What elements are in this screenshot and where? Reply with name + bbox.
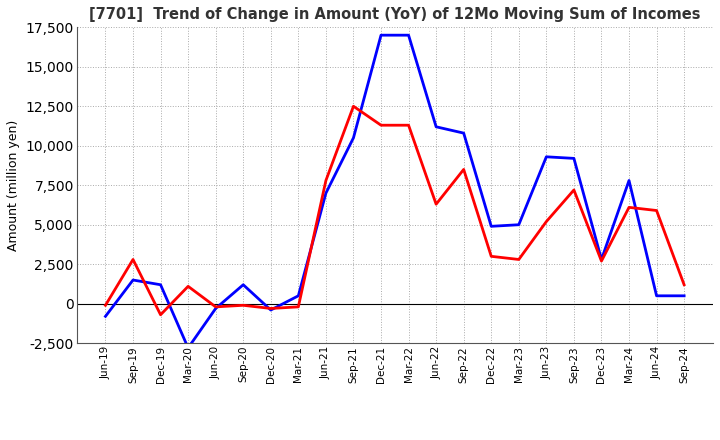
Ordinary Income — [322, 191, 330, 196]
Y-axis label: Amount (million yen): Amount (million yen) — [7, 120, 20, 251]
Net Income — [349, 103, 358, 109]
Net Income — [597, 258, 606, 264]
Ordinary Income — [542, 154, 551, 159]
Ordinary Income — [459, 131, 468, 136]
Ordinary Income — [515, 222, 523, 227]
Net Income — [487, 254, 495, 259]
Ordinary Income — [129, 277, 138, 282]
Net Income — [542, 219, 551, 224]
Net Income — [404, 123, 413, 128]
Net Income — [322, 178, 330, 183]
Ordinary Income — [156, 282, 165, 287]
Net Income — [101, 303, 109, 308]
Net Income — [652, 208, 661, 213]
Ordinary Income — [349, 135, 358, 140]
Net Income — [294, 304, 302, 309]
Ordinary Income — [294, 293, 302, 298]
Net Income — [266, 306, 275, 311]
Net Income — [432, 202, 441, 207]
Net Income — [212, 304, 220, 309]
Ordinary Income — [570, 156, 578, 161]
Net Income — [570, 187, 578, 193]
Line: Net Income: Net Income — [105, 106, 684, 315]
Net Income — [239, 303, 248, 308]
Ordinary Income — [625, 178, 634, 183]
Ordinary Income — [101, 314, 109, 319]
Ordinary Income — [432, 124, 441, 129]
Ordinary Income — [266, 308, 275, 313]
Net Income — [184, 284, 192, 289]
Ordinary Income — [652, 293, 661, 298]
Title: [7701]  Trend of Change in Amount (YoY) of 12Mo Moving Sum of Incomes: [7701] Trend of Change in Amount (YoY) o… — [89, 7, 701, 22]
Ordinary Income — [404, 33, 413, 38]
Line: Ordinary Income: Ordinary Income — [105, 35, 684, 348]
Ordinary Income — [597, 257, 606, 262]
Net Income — [625, 205, 634, 210]
Ordinary Income — [212, 306, 220, 311]
Net Income — [129, 257, 138, 262]
Net Income — [515, 257, 523, 262]
Ordinary Income — [239, 282, 248, 287]
Net Income — [680, 282, 688, 287]
Net Income — [377, 123, 385, 128]
Ordinary Income — [487, 224, 495, 229]
Net Income — [459, 167, 468, 172]
Net Income — [156, 312, 165, 317]
Ordinary Income — [377, 33, 385, 38]
Ordinary Income — [680, 293, 688, 298]
Ordinary Income — [184, 345, 192, 351]
